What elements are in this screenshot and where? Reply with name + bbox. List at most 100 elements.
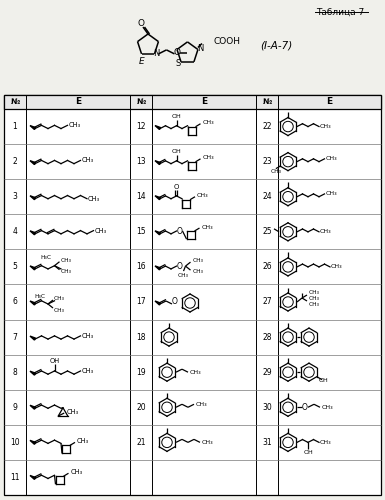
Text: CH₃: CH₃ — [54, 308, 65, 312]
Polygon shape — [30, 196, 35, 200]
Polygon shape — [155, 301, 161, 305]
Text: CH₃: CH₃ — [94, 228, 107, 234]
Text: 24: 24 — [262, 192, 272, 201]
Polygon shape — [30, 371, 35, 375]
Text: CH₃: CH₃ — [88, 196, 100, 202]
Polygon shape — [30, 231, 35, 235]
Polygon shape — [155, 266, 161, 270]
Text: 11: 11 — [10, 473, 20, 482]
Text: 4: 4 — [13, 228, 17, 236]
Text: CH₃: CH₃ — [325, 192, 337, 196]
Text: 30: 30 — [262, 403, 272, 412]
Text: CH₃: CH₃ — [60, 258, 72, 263]
Polygon shape — [155, 160, 161, 164]
Text: CH₃: CH₃ — [203, 156, 214, 160]
Polygon shape — [30, 266, 35, 270]
Text: CH₃: CH₃ — [309, 296, 320, 300]
Polygon shape — [155, 231, 161, 235]
Text: E: E — [201, 98, 207, 106]
Text: 12: 12 — [136, 122, 146, 131]
Text: O: O — [177, 262, 182, 270]
Text: OH: OH — [49, 358, 60, 364]
Text: O: O — [174, 184, 179, 190]
Text: H₃C: H₃C — [40, 255, 52, 260]
Text: №: № — [136, 98, 146, 106]
Polygon shape — [155, 196, 161, 200]
Text: CH₃: CH₃ — [82, 158, 94, 164]
Text: CH₃: CH₃ — [203, 120, 214, 125]
Text: CH₃: CH₃ — [54, 296, 65, 302]
Bar — [4, 95, 381, 495]
Text: 28: 28 — [262, 332, 272, 342]
Text: 15: 15 — [136, 228, 146, 236]
Text: 23: 23 — [262, 157, 272, 166]
Text: OH: OH — [172, 114, 181, 119]
Text: CH₃: CH₃ — [201, 224, 213, 230]
Polygon shape — [155, 126, 161, 130]
Text: OH: OH — [319, 378, 328, 383]
Polygon shape — [30, 406, 35, 409]
Polygon shape — [30, 440, 35, 444]
Text: 22: 22 — [262, 122, 272, 131]
Text: CH₃: CH₃ — [322, 405, 334, 410]
Polygon shape — [30, 336, 35, 340]
Text: E: E — [326, 98, 333, 106]
Text: CH₃: CH₃ — [77, 438, 89, 444]
Text: O: O — [137, 18, 144, 28]
Text: O: O — [172, 298, 178, 306]
Bar — [4, 95, 381, 109]
Text: O: O — [174, 48, 181, 58]
Polygon shape — [30, 476, 35, 480]
Polygon shape — [30, 160, 35, 164]
Text: CH₃: CH₃ — [309, 302, 320, 306]
Text: 26: 26 — [262, 262, 272, 272]
Text: Таблица 7: Таблица 7 — [316, 8, 364, 17]
Text: CH₃: CH₃ — [178, 272, 189, 278]
Text: CH₃: CH₃ — [82, 368, 94, 374]
Text: 2: 2 — [13, 157, 17, 166]
Text: CH₃: CH₃ — [82, 333, 94, 339]
Text: 31: 31 — [262, 438, 272, 447]
Text: CH₃: CH₃ — [69, 122, 80, 128]
Text: 1: 1 — [13, 122, 17, 131]
Text: 29: 29 — [262, 368, 272, 376]
Text: 18: 18 — [136, 332, 146, 342]
Text: CH₃: CH₃ — [320, 440, 331, 445]
Polygon shape — [30, 126, 35, 130]
Text: 13: 13 — [136, 157, 146, 166]
Text: 5: 5 — [13, 262, 17, 272]
Text: O: O — [302, 403, 308, 412]
Text: CH₃: CH₃ — [196, 402, 208, 407]
Text: CH₃: CH₃ — [190, 370, 202, 374]
Text: CH₃: CH₃ — [70, 470, 83, 476]
Text: №: № — [10, 98, 20, 106]
Text: E: E — [75, 98, 81, 106]
Text: N: N — [197, 44, 203, 53]
Text: 7: 7 — [13, 332, 17, 342]
Text: CH₃: CH₃ — [192, 268, 204, 274]
Text: 8: 8 — [13, 368, 17, 376]
Text: O: O — [177, 226, 182, 235]
Text: 10: 10 — [10, 438, 20, 447]
Text: CH₃: CH₃ — [197, 193, 209, 198]
Text: CH₃: CH₃ — [270, 169, 281, 174]
Text: 16: 16 — [136, 262, 146, 272]
Text: CH₃: CH₃ — [320, 230, 331, 234]
Polygon shape — [30, 301, 35, 305]
Text: №: № — [263, 98, 271, 106]
Text: CH₃: CH₃ — [309, 290, 320, 294]
Text: 21: 21 — [136, 438, 146, 447]
Text: 20: 20 — [136, 403, 146, 412]
Text: E: E — [139, 58, 144, 66]
Text: (I-A-7): (I-A-7) — [260, 40, 292, 50]
Text: 6: 6 — [13, 298, 17, 306]
Text: 9: 9 — [13, 403, 17, 412]
Text: OH: OH — [172, 150, 181, 154]
Text: CH₃: CH₃ — [331, 264, 343, 270]
Text: 25: 25 — [262, 228, 272, 236]
Text: 27: 27 — [262, 298, 272, 306]
Text: 17: 17 — [136, 298, 146, 306]
Text: 3: 3 — [13, 192, 17, 201]
Text: N: N — [153, 50, 160, 58]
Text: 19: 19 — [136, 368, 146, 376]
